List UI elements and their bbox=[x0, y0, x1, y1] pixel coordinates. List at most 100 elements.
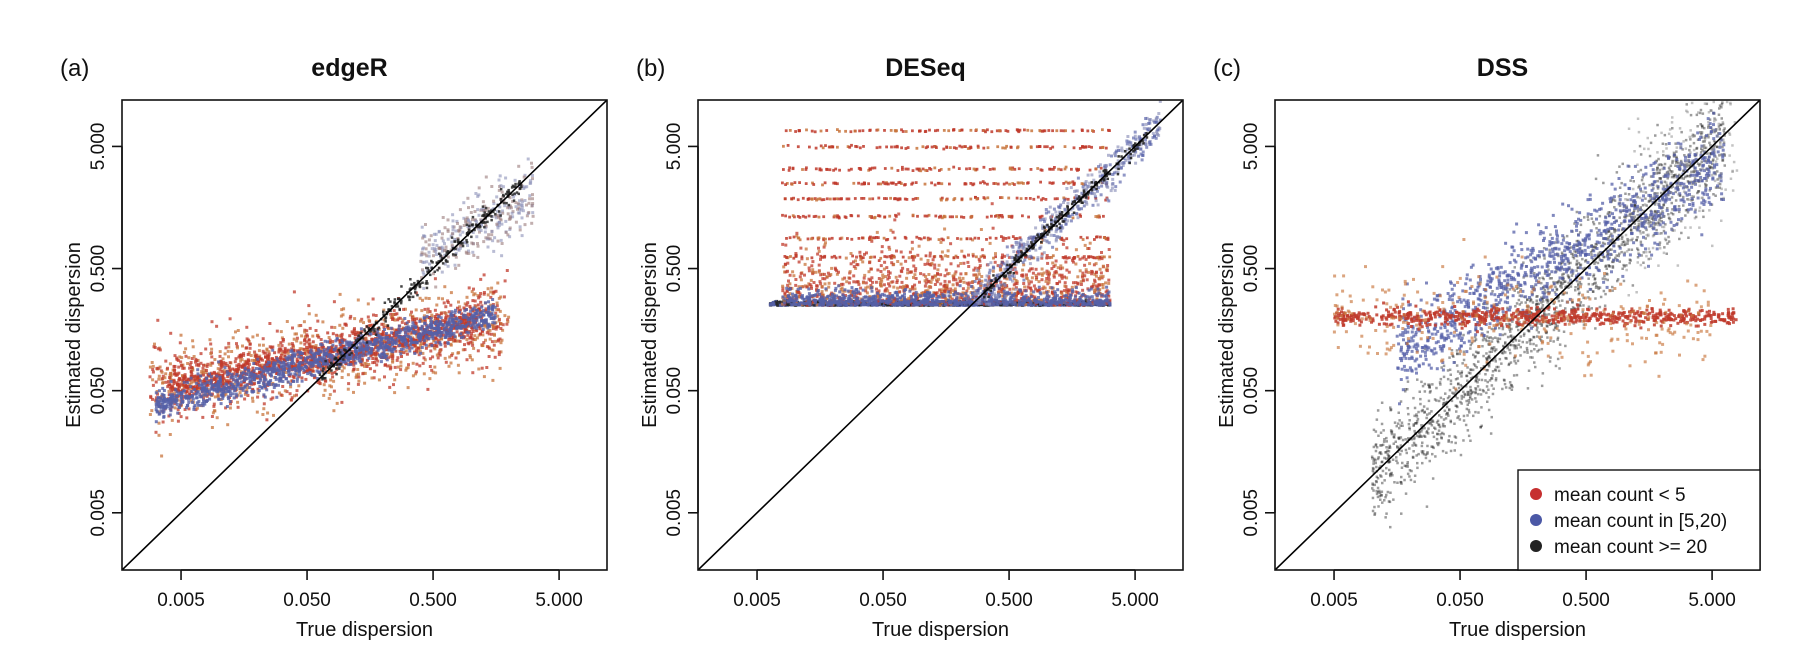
data-point bbox=[443, 344, 447, 348]
data-point bbox=[160, 403, 164, 407]
data-point bbox=[423, 322, 427, 326]
data-point bbox=[179, 397, 183, 401]
data-point bbox=[350, 341, 354, 345]
data-point bbox=[228, 386, 232, 389]
data-point bbox=[465, 358, 469, 362]
data-point bbox=[235, 370, 239, 374]
data-point bbox=[209, 381, 213, 384]
data-point bbox=[478, 226, 482, 229]
data-point bbox=[484, 338, 487, 342]
data-point bbox=[272, 361, 276, 365]
data-point bbox=[293, 354, 296, 358]
data-point bbox=[401, 340, 405, 344]
data-point bbox=[186, 362, 190, 365]
data-point bbox=[186, 386, 190, 390]
data-point bbox=[386, 325, 390, 329]
data-point bbox=[416, 279, 420, 283]
data-point bbox=[372, 313, 375, 317]
data-point bbox=[389, 366, 393, 370]
data-point bbox=[440, 236, 444, 240]
data-point bbox=[323, 388, 327, 392]
data-point bbox=[458, 246, 462, 250]
data-point bbox=[430, 266, 433, 270]
data-point bbox=[349, 314, 353, 318]
data-point bbox=[407, 295, 410, 298]
data-point bbox=[279, 393, 283, 397]
data-point bbox=[213, 358, 217, 361]
data-point bbox=[337, 354, 340, 358]
data-point bbox=[370, 346, 373, 350]
data-point bbox=[156, 318, 160, 322]
data-point bbox=[358, 354, 361, 358]
data-point bbox=[212, 404, 216, 408]
data-point bbox=[376, 329, 380, 333]
data-point bbox=[446, 218, 450, 222]
data-point bbox=[168, 376, 172, 380]
data-point bbox=[422, 246, 426, 250]
data-point bbox=[277, 383, 280, 387]
data-point bbox=[196, 390, 200, 394]
data-point bbox=[162, 415, 166, 419]
data-point bbox=[322, 393, 326, 397]
data-point bbox=[482, 209, 486, 212]
data-point bbox=[297, 355, 301, 359]
data-point bbox=[151, 383, 155, 387]
data-point bbox=[160, 454, 164, 458]
data-point bbox=[271, 345, 275, 349]
data-point bbox=[415, 341, 419, 345]
data-point bbox=[431, 321, 435, 324]
data-point bbox=[451, 219, 455, 223]
data-point bbox=[444, 305, 448, 309]
data-point bbox=[304, 377, 308, 381]
data-point bbox=[286, 362, 290, 365]
data-point bbox=[492, 199, 496, 203]
data-point bbox=[354, 375, 358, 379]
data-point bbox=[365, 341, 369, 344]
data-point bbox=[375, 363, 379, 367]
data-point bbox=[493, 321, 497, 325]
data-point bbox=[399, 352, 403, 356]
data-point bbox=[419, 343, 423, 347]
data-point bbox=[318, 356, 321, 360]
data-point bbox=[458, 208, 462, 212]
data-point bbox=[408, 343, 412, 347]
data-point bbox=[355, 346, 359, 349]
data-point bbox=[458, 308, 462, 312]
data-point bbox=[361, 337, 365, 340]
data-point bbox=[201, 404, 205, 408]
data-point bbox=[339, 333, 343, 337]
data-point bbox=[491, 307, 495, 311]
data-point bbox=[486, 206, 490, 210]
data-point bbox=[283, 389, 287, 393]
data-point bbox=[497, 350, 501, 354]
data-point bbox=[328, 340, 332, 344]
data-point bbox=[433, 365, 437, 369]
data-point bbox=[198, 379, 202, 383]
data-point bbox=[305, 340, 309, 344]
data-point bbox=[335, 352, 339, 356]
data-point bbox=[411, 318, 415, 322]
data-point bbox=[180, 391, 184, 395]
data-point bbox=[301, 361, 305, 365]
data-point bbox=[480, 324, 484, 328]
data-point bbox=[228, 391, 232, 395]
data-point bbox=[254, 367, 258, 370]
data-point bbox=[333, 370, 337, 374]
data-point bbox=[503, 204, 507, 208]
data-point bbox=[373, 327, 376, 331]
data-point bbox=[483, 211, 486, 214]
data-point bbox=[473, 315, 477, 319]
data-point bbox=[443, 262, 447, 266]
data-point bbox=[249, 371, 253, 375]
data-point bbox=[425, 325, 429, 329]
data-point bbox=[283, 359, 287, 363]
data-point bbox=[408, 349, 412, 353]
data-point bbox=[239, 394, 243, 398]
data-point bbox=[162, 407, 166, 411]
data-point bbox=[525, 185, 529, 189]
data-point bbox=[170, 402, 174, 406]
data-point bbox=[341, 313, 345, 317]
data-point bbox=[424, 247, 428, 251]
data-point bbox=[228, 361, 232, 365]
data-point bbox=[211, 383, 214, 387]
